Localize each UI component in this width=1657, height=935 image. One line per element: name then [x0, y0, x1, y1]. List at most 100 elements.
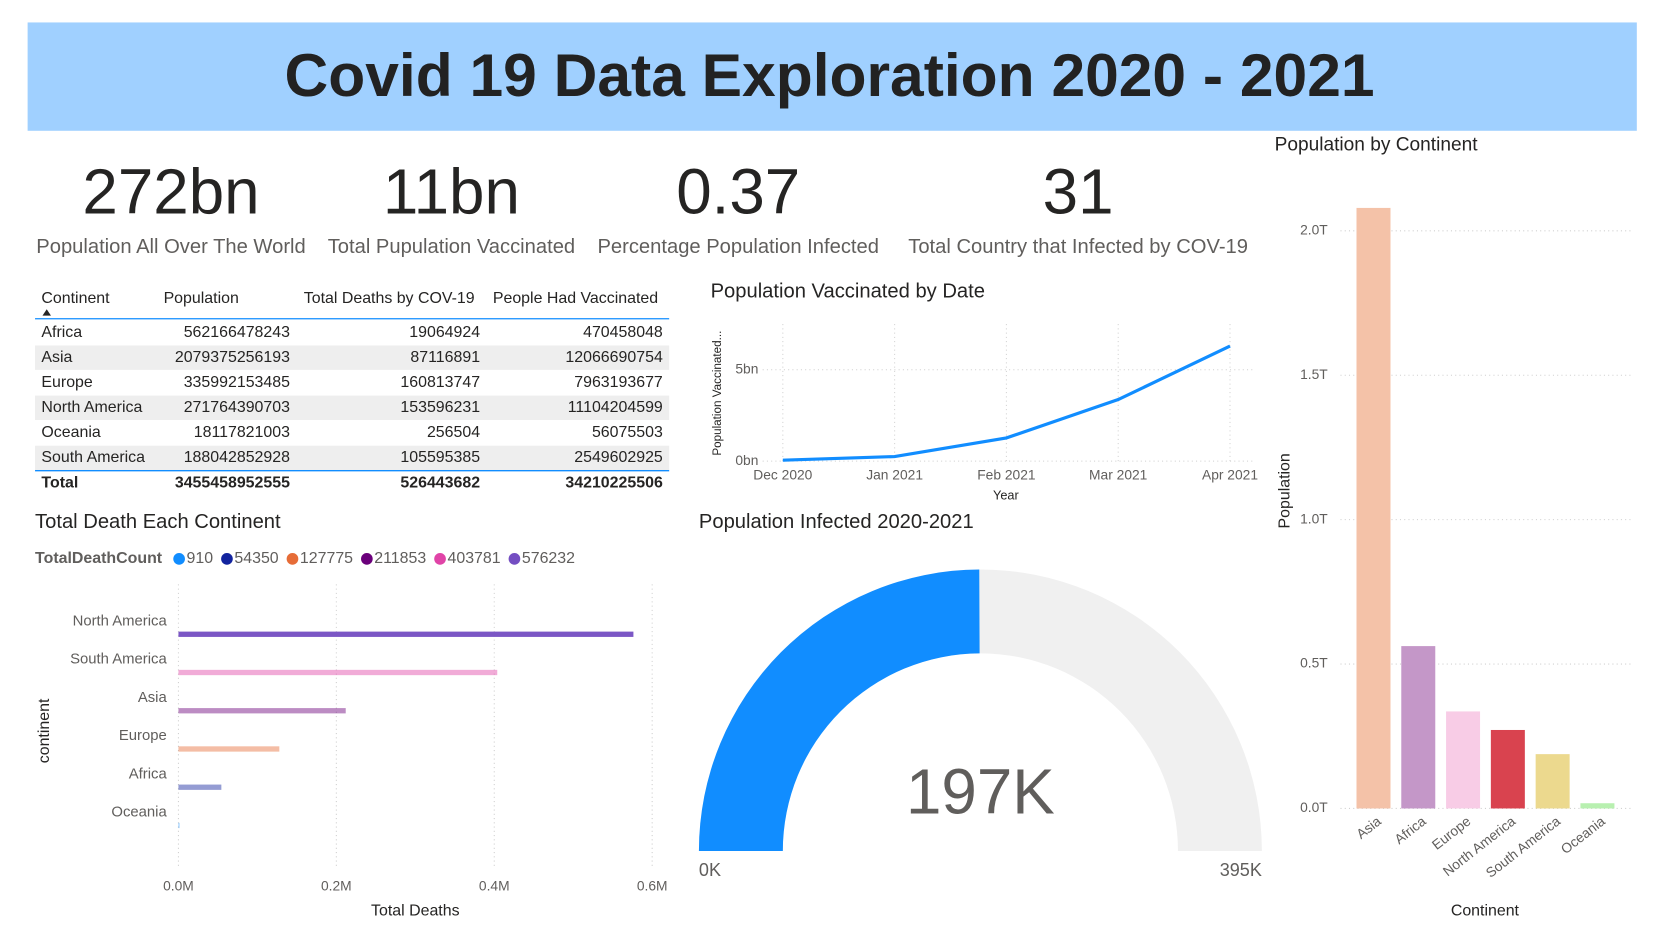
table-total: 526443682 — [400, 475, 480, 492]
table-cell: Asia — [41, 349, 72, 366]
x-tick-label: Jan 2021 — [866, 468, 923, 483]
table-cell: 335992153485 — [184, 374, 290, 391]
table-header: Continent — [41, 290, 110, 307]
table-cell: 153596231 — [400, 399, 480, 416]
y-tick-label: 0bn — [735, 453, 758, 468]
table-cell: 271764390703 — [184, 399, 290, 416]
kpi-label: Total Country that Infected by COV-19 — [908, 236, 1248, 258]
table-total: Total — [41, 475, 78, 492]
y-tick-label: 0.5T — [1300, 656, 1328, 671]
x-tick-label: Oceania — [1558, 813, 1608, 857]
table-cell: Africa — [41, 324, 82, 341]
table-cell: 12066690754 — [565, 349, 663, 366]
x-tick-label: 0.6M — [637, 879, 668, 894]
header-banner — [27, 22, 1637, 131]
table-cell: North America — [41, 399, 142, 416]
legend-label: 403781 — [447, 550, 500, 567]
chart-title: Population Infected 2020-2021 — [699, 511, 974, 533]
gauge-fill — [698, 569, 980, 851]
legend-marker — [173, 553, 185, 565]
gauge-max: 395K — [1220, 860, 1262, 880]
bar — [1356, 207, 1391, 809]
table-cell: 11104204599 — [568, 399, 663, 416]
y-tick-label: Africa — [129, 766, 168, 782]
gauge-min: 0K — [699, 860, 721, 880]
kpi-label: Population All Over The World — [36, 236, 305, 258]
legend-label: 211853 — [374, 550, 426, 567]
kpi-value: 0.37 — [676, 155, 800, 227]
x-axis-label: Year — [993, 488, 1019, 503]
y-tick-label: 0.0T — [1300, 800, 1328, 815]
table-cell: Europe — [41, 374, 92, 391]
x-tick-label: Feb 2021 — [977, 468, 1035, 483]
table-cell: 256504 — [427, 424, 480, 441]
chart-title: Population Vaccinated by Date — [711, 281, 985, 303]
x-tick-label: 0.2M — [321, 879, 352, 894]
table-cell: 19064924 — [409, 324, 480, 341]
legend-marker — [508, 553, 521, 565]
table-total: 3455458952555 — [175, 475, 290, 492]
chart-title: Total Death Each Continent — [35, 511, 281, 533]
x-tick-label: Dec 2020 — [753, 468, 812, 483]
table-header: Population — [164, 290, 239, 307]
legend-marker — [286, 553, 299, 565]
x-tick-label: 0.0M — [163, 879, 194, 894]
table-cell: 470458048 — [583, 324, 663, 341]
kpi-label: Total Pupulation Vaccinated — [328, 236, 575, 258]
y-axis-label: continent — [36, 698, 53, 763]
table-cell: 56075503 — [592, 424, 663, 441]
bar — [178, 631, 634, 637]
x-tick-label: Mar 2021 — [1089, 468, 1147, 483]
line — [782, 344, 1231, 462]
y-tick-label: 5bn — [735, 361, 758, 376]
table-total: 34210225506 — [565, 475, 663, 492]
bar — [178, 822, 180, 829]
x-tick-label: 0.4M — [479, 879, 510, 894]
table-header: People Had Vaccinated — [493, 290, 658, 307]
table-cell: 18117821003 — [194, 424, 290, 441]
legend-label: 576232 — [522, 550, 575, 567]
table-cell: South America — [41, 449, 145, 466]
row-shade — [35, 445, 670, 471]
x-tick-label: Africa — [1392, 813, 1429, 847]
legend-label: 910 — [187, 550, 214, 567]
row-shade — [35, 395, 670, 421]
kpi-label: Percentage Population Infected — [597, 236, 879, 258]
legend-marker — [221, 553, 233, 565]
bar — [178, 708, 346, 714]
table-cell: 160813747 — [400, 374, 480, 391]
table-cell: 87116891 — [410, 349, 480, 366]
table-cell: 7963193677 — [574, 374, 663, 391]
x-axis-label: Continent — [1451, 903, 1520, 920]
page-title: Covid 19 Data Exploration 2020 - 2021 — [285, 41, 1375, 109]
y-axis-label: Population — [1276, 453, 1293, 528]
row-shade — [35, 345, 670, 370]
kpi-value: 272bn — [82, 155, 259, 227]
table-cell: 188042852928 — [184, 449, 290, 466]
bar — [1446, 711, 1481, 809]
table-cell: 2079375256193 — [175, 349, 290, 366]
y-axis-label: Population Vaccinated... — [711, 331, 724, 456]
bar — [178, 784, 222, 790]
gauge-value: 197K — [906, 756, 1055, 828]
table-header: Total Deaths by COV-19 — [304, 290, 475, 307]
y-tick-label: 2.0T — [1300, 222, 1328, 237]
table-cell: Oceania — [41, 424, 100, 441]
bar — [1401, 646, 1436, 809]
y-tick-label: Europe — [119, 728, 167, 744]
bar — [1580, 803, 1615, 809]
x-tick-label: Apr 2021 — [1202, 468, 1258, 483]
y-tick-label: 1.5T — [1300, 367, 1328, 382]
bar — [1490, 729, 1525, 809]
table-cell: 2549602925 — [574, 449, 663, 466]
legend-label: 127775 — [300, 550, 353, 567]
y-tick-label: Asia — [138, 690, 168, 706]
legend-marker — [361, 553, 373, 565]
y-tick-label: 1.0T — [1300, 511, 1328, 526]
bar — [178, 669, 498, 676]
legend-label: 54350 — [234, 550, 278, 567]
x-tick-label: Asia — [1354, 813, 1385, 842]
bar — [1535, 754, 1570, 809]
y-tick-label: North America — [73, 613, 168, 629]
